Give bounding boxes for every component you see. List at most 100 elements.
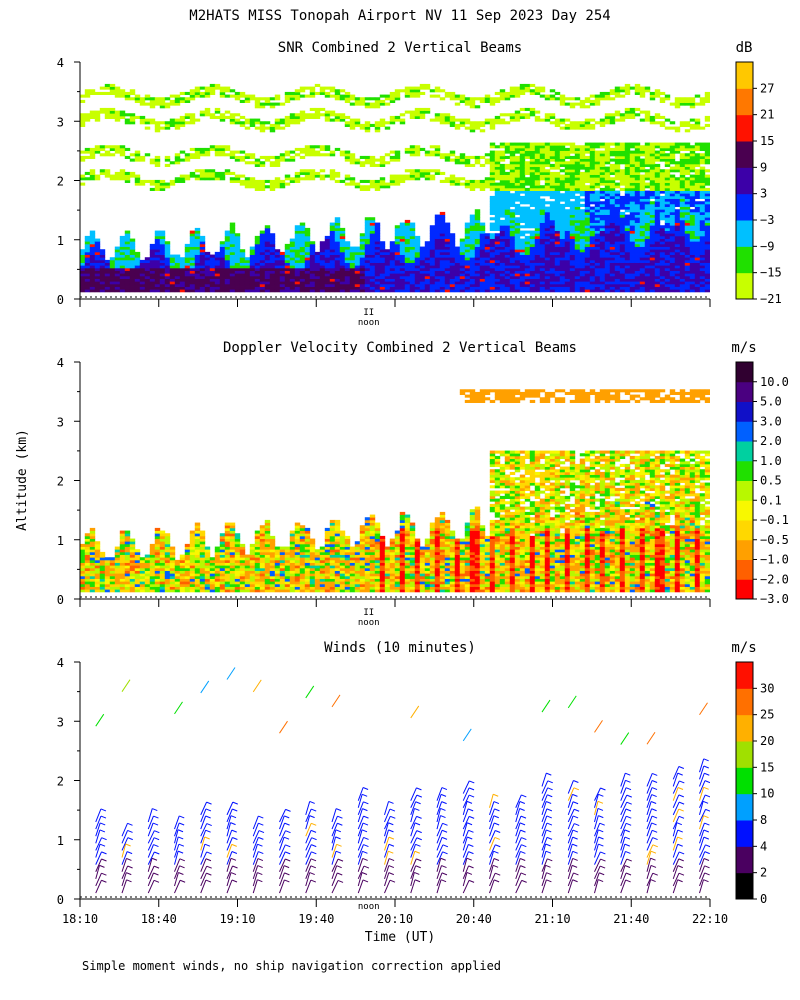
snr-cell [509,177,516,181]
snr-cell [499,145,506,149]
snr-cell [199,94,206,98]
snr-cell [324,262,331,266]
snr-cell [679,214,686,218]
snr-cell [624,249,631,253]
snr-cell [129,118,136,122]
snr-cell [434,150,441,154]
snr-cell [299,110,306,114]
snr-cell [604,94,611,98]
snr-cell [354,270,361,274]
snr-cell [239,289,246,293]
snr-cell [149,97,156,101]
snr-cell [404,289,411,293]
snr-cell [594,185,601,189]
snr-cell [319,259,326,263]
snr-cell [319,265,326,269]
snr-cell [229,259,236,263]
snr-cell [594,209,601,213]
snr-cell [589,182,596,186]
snr-cell [309,275,316,279]
snr-cell [224,169,231,173]
snr-cell [559,147,566,151]
snr-cell [304,94,311,98]
snr-cell [89,147,96,151]
snr-cell [354,283,361,287]
snr-cell [649,115,656,119]
snr-cell [329,110,336,114]
snr-cell [124,97,131,101]
snr-cell [164,105,171,109]
snr-cell [644,241,651,245]
snr-cell [624,241,631,245]
snr-cell [494,99,501,103]
snr-cell [679,206,686,210]
snr-cell [319,254,326,258]
snr-cell [649,249,656,253]
snr-cell [579,273,586,277]
snr-cell [284,246,291,250]
snr-cell [259,102,266,106]
snr-cell [159,249,166,253]
snr-cell [519,161,526,165]
snr-cell [514,145,521,149]
snr-cell [654,179,661,183]
snr-cell [584,179,591,183]
snr-cell [524,145,531,149]
snr-cell [414,249,421,253]
snr-cell [509,113,516,117]
snr-cell [419,283,426,287]
snr-cell [274,254,281,258]
snr-cell [549,286,556,290]
snr-cell [679,142,686,146]
snr-cell [159,102,166,106]
snr-cell [564,214,571,218]
snr-cell [404,235,411,239]
snr-cell [359,243,366,247]
snr-cell [654,198,661,202]
snr-cell [529,217,536,221]
snr-cell [389,273,396,277]
snr-cell [439,257,446,261]
snr-cell [139,121,146,125]
snr-cell [179,265,186,269]
snr-cell [194,246,201,250]
snr-cell [374,182,381,186]
snr-cell [604,161,611,165]
snr-cell [664,233,671,237]
snr-cell [509,198,516,202]
snr-cell [599,227,606,231]
snr-cell [539,211,546,215]
snr-cell [579,209,586,213]
snr-cell [119,153,126,157]
snr-cell [619,238,626,242]
snr-cell [669,198,676,202]
snr-cell [344,265,351,269]
snr-cell [199,273,206,277]
snr-cell [399,230,406,234]
snr-cell [149,281,156,285]
snr-cell [634,171,641,175]
snr-cell [369,161,376,165]
snr-cell [619,217,626,221]
snr-cell [369,105,376,109]
snr-cell [119,238,126,242]
snr-cell [449,179,456,183]
snr-cell [384,283,391,287]
snr-cell [589,286,596,290]
snr-cell [249,179,256,183]
snr-cell [579,147,586,151]
snr-cell [234,121,241,125]
snr-cell [524,193,531,197]
snr-cell [359,185,366,189]
snr-cell [484,270,491,274]
snr-cell [564,281,571,285]
snr-cell [519,230,526,234]
snr-cell [249,289,256,293]
snr-cell [164,123,171,127]
snr-cell [674,198,681,202]
snr-cell [84,249,91,253]
snr-cell [654,150,661,154]
snr-cell [594,171,601,175]
snr-cell [349,283,356,287]
snr-cell [184,246,191,250]
